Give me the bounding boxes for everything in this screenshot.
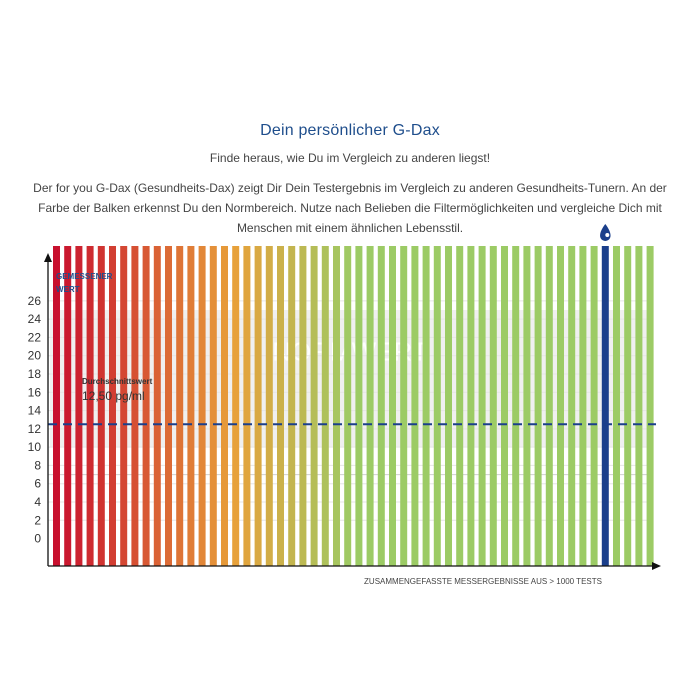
y-tick-label: 18 <box>28 367 42 381</box>
bar <box>265 246 273 566</box>
bar <box>221 246 228 566</box>
page-description: Der for you G-Dax (Gesundheits-Dax) zeig… <box>33 181 667 235</box>
bar <box>254 246 262 566</box>
bar <box>310 246 318 566</box>
bar <box>557 246 564 566</box>
bar <box>165 246 172 566</box>
bar <box>366 246 374 566</box>
bar <box>97 246 105 566</box>
bar <box>545 246 553 566</box>
bar <box>389 246 396 566</box>
bar <box>232 246 240 566</box>
x-axis-arrow <box>652 562 661 570</box>
bar <box>467 246 475 566</box>
page-title: Dein persönlicher G-Dax <box>260 122 440 139</box>
bar <box>523 246 531 566</box>
bar <box>299 246 307 566</box>
y-axis-arrow <box>44 253 52 262</box>
bar <box>288 246 296 566</box>
bar <box>53 246 60 566</box>
bar <box>400 246 408 566</box>
measured-label-line2: WERT <box>56 285 80 294</box>
y-tick-label: 22 <box>28 330 42 344</box>
bar <box>109 246 116 566</box>
bar <box>411 246 419 566</box>
bar <box>422 246 430 566</box>
bar <box>489 246 497 566</box>
bar <box>176 246 184 566</box>
y-tick-label: 26 <box>28 294 42 308</box>
average-value: 12,50 pg/ml <box>82 389 145 403</box>
bar <box>243 246 251 566</box>
bar <box>534 246 542 566</box>
bar <box>501 246 508 566</box>
bar <box>75 246 83 566</box>
bar <box>355 246 363 566</box>
x-axis-label: ZUSAMMENGEFASSTE MESSERGEBNISSE AUS > 10… <box>364 577 602 586</box>
bar <box>568 246 576 566</box>
bar <box>209 246 217 566</box>
droplet-shine <box>605 233 610 237</box>
bar <box>344 246 352 566</box>
y-tick-label: 14 <box>28 404 42 418</box>
bar <box>579 246 587 566</box>
y-tick-label: 12 <box>28 422 42 436</box>
y-tick-label: 4 <box>34 495 41 509</box>
bar <box>590 246 598 566</box>
bar <box>377 246 385 566</box>
bar <box>333 246 340 566</box>
bar <box>512 246 520 566</box>
bar <box>120 246 128 566</box>
y-tick-label: 6 <box>34 477 41 491</box>
bar <box>445 246 452 566</box>
bar <box>433 246 441 566</box>
y-tick-label: 0 <box>34 532 41 546</box>
bar <box>321 246 329 566</box>
y-tick-label: 10 <box>28 440 42 454</box>
bar <box>456 246 464 566</box>
droplet-icon <box>600 224 611 241</box>
average-label: Durchschnittswert <box>82 377 153 386</box>
page-subtitle: Finde heraus, wie Du im Vergleich zu and… <box>209 151 491 165</box>
bar <box>646 246 654 566</box>
bar <box>198 246 206 566</box>
y-tick-label: 24 <box>28 312 42 326</box>
bar <box>601 246 609 566</box>
bar <box>635 246 643 566</box>
bar <box>131 246 139 566</box>
bar <box>187 246 195 566</box>
bar <box>86 246 94 566</box>
measured-label-line1: GEMESSENER <box>56 272 113 281</box>
bar <box>142 246 150 566</box>
bar <box>613 246 620 566</box>
bar <box>624 246 632 566</box>
y-tick-label: 20 <box>28 349 42 363</box>
bar <box>64 246 72 566</box>
bar <box>277 246 284 566</box>
y-tick-label: 2 <box>34 513 41 527</box>
y-tick-label: 16 <box>28 385 42 399</box>
bar <box>153 246 161 566</box>
bar <box>478 246 486 566</box>
y-tick-label: 8 <box>34 458 41 472</box>
